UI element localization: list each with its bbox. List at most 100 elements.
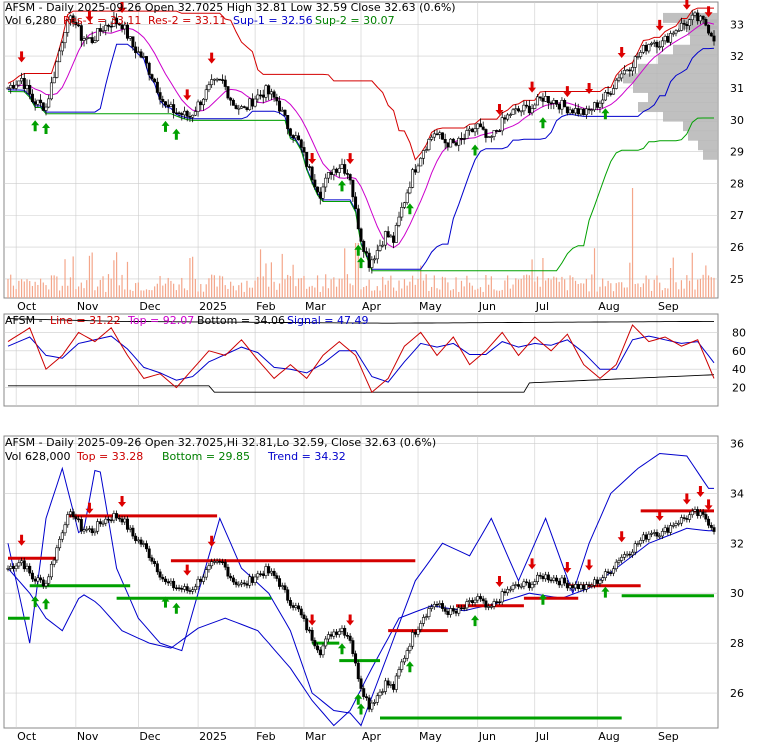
sell-arrow — [183, 564, 192, 576]
candle-body — [647, 44, 651, 52]
candle-body — [147, 548, 151, 559]
x-tick-label: 2025 — [199, 730, 227, 743]
candle-body — [617, 560, 621, 563]
volume-bar — [235, 290, 237, 298]
candle-body — [375, 250, 379, 260]
buy-arrow — [161, 120, 170, 132]
volume-bar — [566, 290, 568, 298]
trend-panel-header: AFSM - Daily 2025-09-26 Open 32.7025,Hi … — [5, 436, 436, 463]
candle-body — [174, 112, 178, 115]
volume-bar — [29, 281, 31, 298]
candle-body — [470, 600, 474, 604]
candle-body — [316, 186, 320, 193]
volume-bar — [615, 283, 617, 298]
candle-body — [446, 142, 450, 148]
volume-bar — [126, 261, 129, 298]
candle-body — [530, 584, 534, 589]
buy-arrow — [601, 586, 610, 598]
volume-bar — [591, 274, 593, 298]
volume-bar — [580, 283, 582, 298]
candle-body — [123, 24, 127, 30]
candle-body — [685, 24, 689, 26]
candle-body — [210, 561, 214, 567]
candle-body — [267, 85, 271, 95]
stoch-line-label: Line = 31.22 — [50, 314, 121, 327]
candle-body — [552, 100, 556, 104]
candle-body — [291, 135, 295, 139]
x-tick-label: Sep — [658, 730, 679, 743]
candle-body — [153, 561, 157, 565]
candle-body — [136, 539, 140, 542]
candle-body — [400, 207, 404, 218]
candle-body — [242, 106, 246, 108]
candle-body — [6, 568, 10, 570]
volume-bar — [425, 274, 427, 298]
candle-body — [11, 565, 15, 569]
volume-bar — [322, 286, 324, 298]
candle-body — [503, 591, 507, 594]
candle-body — [489, 606, 493, 608]
candle-body — [109, 25, 113, 28]
candle-body — [207, 84, 211, 91]
candle-body — [601, 577, 605, 581]
candle-body — [394, 225, 398, 243]
candle-body — [359, 678, 363, 689]
candle-body — [516, 584, 520, 587]
volume-profile-bar — [638, 102, 718, 113]
candle-body — [411, 169, 415, 188]
candle-body — [386, 231, 390, 238]
candle-body — [421, 150, 425, 159]
candle-body — [568, 585, 572, 589]
candle-body — [356, 662, 360, 680]
candle-body — [74, 516, 78, 520]
volume-bar — [164, 283, 167, 298]
volume-label: Vol 6,280 — [5, 14, 56, 27]
x-tick-label: Aug — [598, 300, 619, 313]
candle-body — [288, 599, 292, 606]
candle-body — [470, 128, 474, 133]
candle-body — [204, 89, 208, 100]
candle-body — [555, 577, 559, 582]
candle-body — [66, 514, 70, 526]
candle-body — [555, 100, 559, 105]
volume-bar — [691, 252, 693, 298]
candle-body — [188, 116, 192, 118]
candle-body — [462, 607, 466, 610]
volume-bar — [667, 288, 669, 298]
candle-body — [519, 110, 523, 113]
candle-body — [481, 598, 485, 602]
candle-body — [93, 530, 97, 534]
volume-bar — [583, 283, 585, 298]
volume-bar — [197, 291, 199, 298]
x-tick-label: Nov — [77, 730, 99, 743]
stoch-top-line — [7, 318, 714, 324]
candle-body — [497, 130, 501, 133]
candle-body — [489, 136, 493, 138]
volume-profile-bar — [683, 121, 718, 132]
y-tick-label: 60 — [732, 345, 746, 358]
candle-body — [392, 235, 396, 243]
volume-bar — [477, 288, 479, 298]
volume-bar — [354, 243, 357, 298]
volume-bar — [539, 286, 541, 298]
candle-body — [229, 575, 233, 579]
candle-body — [234, 581, 238, 585]
volume-bar — [474, 289, 476, 298]
candle-body — [242, 582, 246, 585]
volume-bar — [376, 286, 378, 298]
buy-arrow — [601, 108, 610, 120]
sell-arrow — [308, 153, 317, 165]
volume-bar — [612, 291, 615, 298]
candle-body — [527, 582, 531, 589]
volume-bar — [159, 275, 161, 298]
candle-body — [310, 166, 314, 181]
candle-body — [430, 606, 434, 609]
x-tick-label: May — [419, 300, 442, 313]
volume-bar — [102, 276, 104, 298]
candle-body — [690, 14, 694, 20]
candle-body — [82, 529, 86, 532]
volume-bar — [664, 287, 666, 298]
volume-bar — [205, 284, 207, 298]
volume-bar — [240, 282, 243, 298]
buy-arrow — [354, 244, 363, 256]
